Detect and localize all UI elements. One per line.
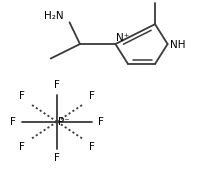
- Text: NH: NH: [170, 40, 186, 50]
- Text: F: F: [19, 91, 25, 101]
- Text: F: F: [10, 117, 16, 127]
- Text: F: F: [54, 80, 60, 90]
- Text: F: F: [19, 142, 25, 152]
- Text: F: F: [89, 91, 95, 101]
- Text: F: F: [89, 142, 95, 152]
- Text: F: F: [98, 117, 104, 127]
- Text: P⁻: P⁻: [58, 117, 70, 127]
- Text: F: F: [54, 153, 60, 163]
- Text: H₂N: H₂N: [44, 11, 63, 21]
- Text: N⁺: N⁺: [117, 33, 130, 43]
